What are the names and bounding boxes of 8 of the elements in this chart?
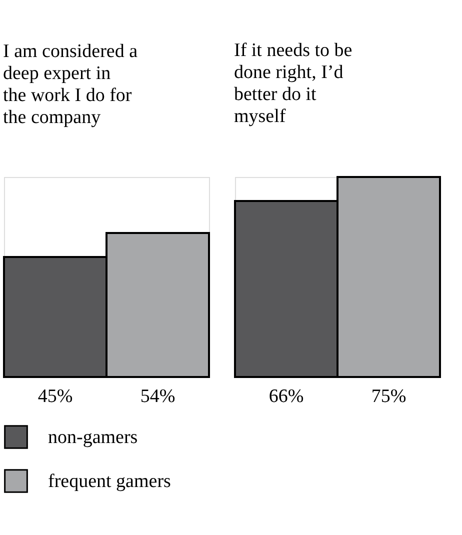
data-label: 66%: [268, 386, 304, 407]
legend-label: frequent gamers: [48, 471, 171, 492]
chart-title: If it needs to be done right, I’d better do it myself: [234, 40, 352, 127]
data-label: 45%: [38, 386, 73, 407]
data-label: 75%: [371, 386, 406, 407]
chart-title: I am considered a deep expert in the work I do for the company: [3, 41, 138, 128]
data-label: 54%: [140, 386, 176, 407]
legend-label: non-gamers: [48, 427, 138, 448]
